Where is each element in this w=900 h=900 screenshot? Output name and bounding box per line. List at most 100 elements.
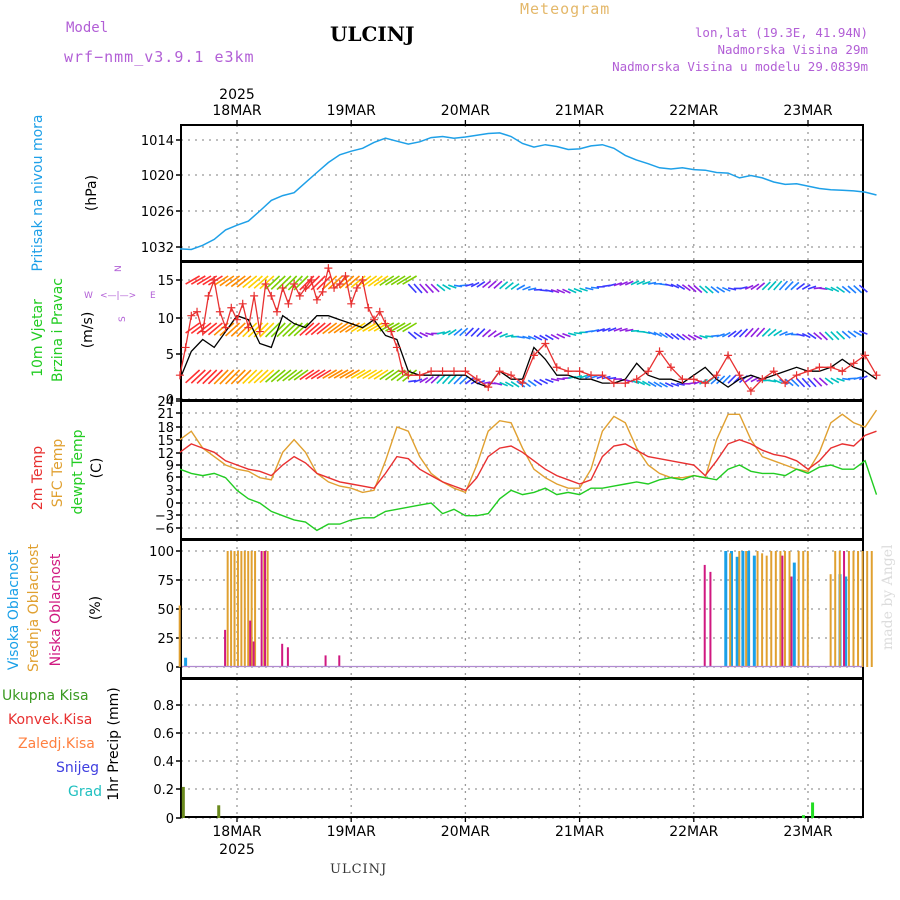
- y-tick-label: 21: [157, 407, 174, 422]
- wind-barb: [664, 382, 674, 388]
- wind-barb: [441, 374, 452, 385]
- wind-speed-marker: [370, 315, 379, 324]
- wind-barb: [459, 376, 469, 385]
- wind-barb: [841, 285, 851, 294]
- wind-barb: [453, 328, 463, 336]
- wind-speed-marker: [290, 279, 299, 288]
- wind-barb: [801, 284, 811, 290]
- cloud-bar: [792, 562, 796, 667]
- wind-barb: [316, 369, 332, 380]
- wind-barb: [407, 331, 417, 340]
- wind-barb: [367, 369, 383, 380]
- cloud-bar: [709, 571, 712, 667]
- wind-barb: [510, 283, 520, 291]
- wind-barb: [670, 283, 680, 289]
- wind-barb: [333, 369, 349, 379]
- wind-barb: [756, 282, 766, 291]
- wind-barb: [390, 275, 406, 286]
- cloud-bar: [738, 551, 741, 667]
- wind-barb: [756, 327, 766, 338]
- wind-barb: [276, 369, 292, 382]
- wind-barb: [339, 322, 355, 334]
- cloud-bar: [249, 620, 252, 667]
- wind-barb: [499, 281, 509, 290]
- wind-speed-marker: [678, 375, 687, 384]
- cloud-bar: [178, 605, 181, 667]
- top-year-label: 2025: [219, 87, 255, 103]
- wind-barb: [316, 275, 332, 291]
- wind-barb: [487, 330, 497, 338]
- wind-barb: [796, 333, 805, 337]
- wind-barb: [859, 330, 868, 335]
- wind-speed-marker: [564, 367, 573, 376]
- y-tick-label: 15: [157, 274, 174, 289]
- wind-barb: [585, 287, 594, 291]
- wind-barb: [327, 275, 343, 290]
- wind-barb: [522, 335, 531, 340]
- wind-barb: [687, 284, 697, 293]
- wind-barb: [322, 275, 338, 290]
- wind-barb: [807, 332, 817, 340]
- wind-barb: [493, 331, 503, 338]
- wind-speed-marker: [187, 311, 196, 320]
- wind-barb: [625, 328, 634, 332]
- wind-barb: [270, 369, 286, 383]
- precip-legend-item: Konvek.Kisa: [8, 712, 92, 728]
- wind-barb: [750, 283, 760, 291]
- wind-barb: [396, 275, 412, 286]
- precip-bar: [181, 786, 185, 818]
- cloud-bar: [797, 551, 800, 667]
- cloud-bar: [286, 647, 289, 667]
- wind-speed-marker: [198, 327, 207, 336]
- y-tick-label: 6: [166, 471, 174, 486]
- wind-speed-marker: [587, 371, 596, 380]
- bottom-date-label: 19MAR: [327, 824, 376, 840]
- wind-barb: [327, 369, 343, 379]
- wind-barb: [265, 275, 281, 290]
- wind-barb: [533, 379, 543, 386]
- wind-barb: [739, 286, 748, 290]
- wind-barb: [219, 275, 235, 287]
- panel-frame: [180, 124, 864, 262]
- wind-barb: [402, 275, 417, 285]
- cloud-bar: [266, 551, 269, 667]
- wind-speed-marker: [375, 307, 384, 316]
- wind-barb: [230, 369, 246, 385]
- bottom-date-label: 22MAR: [669, 824, 718, 840]
- wind-barb: [322, 369, 338, 380]
- wind-speed-marker: [250, 291, 259, 300]
- wind-barb: [573, 331, 582, 335]
- wind-barb: [253, 369, 269, 384]
- cloud-bar: [741, 551, 745, 667]
- wind-barb: [430, 375, 440, 384]
- y-tick-label: 1020: [141, 169, 174, 184]
- wind-speed-marker: [398, 367, 407, 376]
- wind-barb: [778, 280, 789, 291]
- wind-barb: [813, 332, 823, 341]
- wind-barb: [362, 322, 378, 332]
- wind-barb: [447, 284, 457, 289]
- cloud-bar: [247, 551, 250, 667]
- wind-barb: [539, 378, 548, 385]
- top-date-label: 22MAR: [669, 103, 718, 119]
- wind-barb: [470, 327, 480, 337]
- wind-barb: [362, 369, 378, 380]
- wind-barb: [419, 283, 429, 294]
- cloud-bar: [724, 551, 728, 667]
- wind-barb: [699, 334, 708, 339]
- wind-speed-marker: [358, 276, 367, 284]
- wind-barb: [436, 283, 446, 292]
- wind-barb: [236, 369, 252, 385]
- wind-barb: [322, 322, 338, 335]
- wind-barb: [447, 328, 457, 336]
- high-cloud-title: Visoka Oblacnost: [6, 549, 22, 670]
- wind-barb: [647, 281, 657, 285]
- y-tick-label: 0: [166, 393, 174, 408]
- wind-barb: [190, 322, 206, 335]
- cloud-bar: [252, 641, 255, 667]
- y-tick-label: 100: [149, 545, 174, 560]
- wind-barb: [470, 281, 480, 288]
- wind-barb: [270, 275, 286, 290]
- cloud-bar: [735, 556, 739, 667]
- cloud-bar: [857, 551, 860, 667]
